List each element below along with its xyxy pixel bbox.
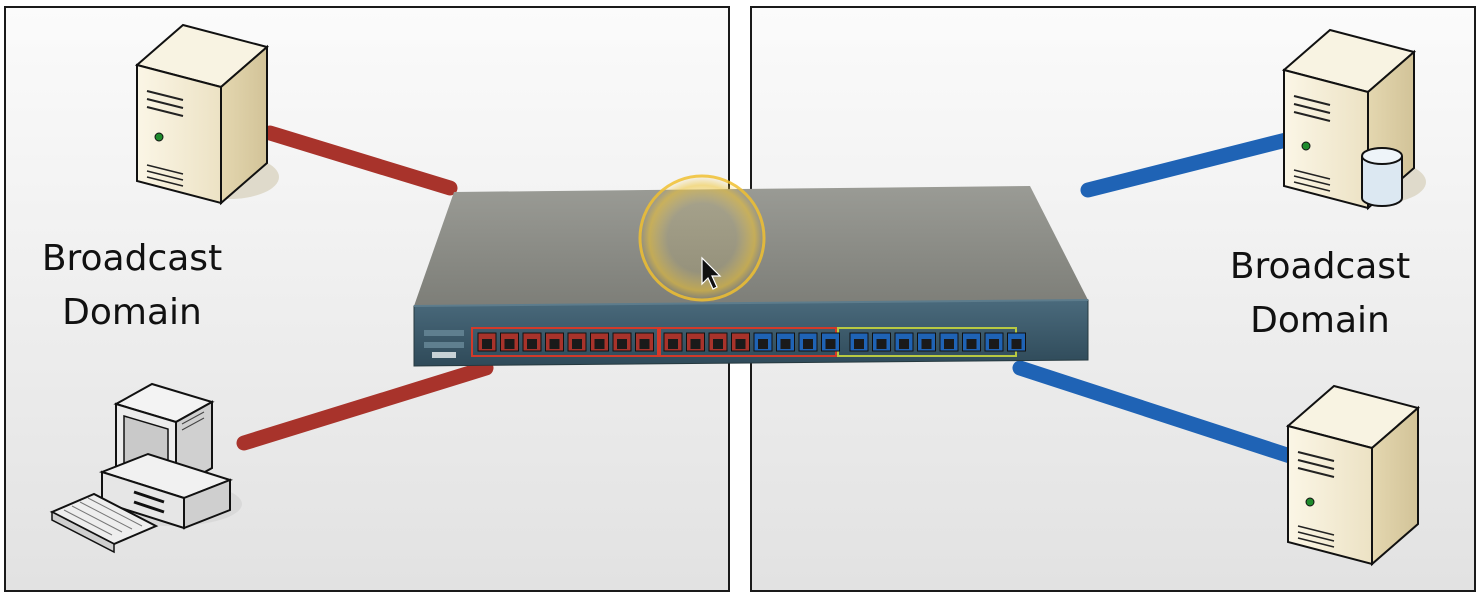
desktop-computer-icon <box>49 382 242 554</box>
switch-port-socket <box>803 339 813 349</box>
left-vlan-cables <box>236 125 494 451</box>
switch-port-socket <box>921 339 932 349</box>
switch-port-socket <box>876 339 887 349</box>
switch-port-socket <box>758 339 768 349</box>
database-server-icon <box>1281 28 1426 211</box>
switch-port-socket <box>549 339 560 349</box>
cable-desktop-computer <box>236 360 494 451</box>
switch-port-socket <box>639 339 650 349</box>
database-cylinder-icon <box>1361 147 1403 207</box>
switch-status-leds <box>424 330 464 358</box>
switch-port-socket <box>854 339 864 349</box>
right-broadcast-domain-label: Broadcast Domain <box>1220 240 1420 348</box>
left-broadcast-domain-label: Broadcast Domain <box>32 232 232 340</box>
right-label-line1: Broadcast <box>1229 246 1411 287</box>
switch-port-socket <box>482 339 492 349</box>
switch-port-socket <box>966 339 977 349</box>
server-icon <box>1285 384 1421 567</box>
switch-port-socket <box>690 339 701 349</box>
right-vlan-cables <box>1012 132 1298 464</box>
cable-database-server <box>1080 132 1294 198</box>
server-icon <box>134 23 279 206</box>
switch-port-socket <box>899 339 909 349</box>
left-label-line1: Broadcast <box>41 238 223 279</box>
switch-port-socket <box>572 339 582 349</box>
switch-port-socket <box>527 339 537 349</box>
switch-port-socket <box>668 339 678 349</box>
cable-bottom-right-server <box>1012 360 1298 464</box>
switch-port-socket <box>735 339 746 349</box>
switch-port-socket <box>989 339 999 349</box>
switch-port-socket <box>713 339 723 349</box>
switch-port-socket <box>944 339 954 349</box>
cursor-highlight <box>638 174 766 302</box>
switch-ports <box>477 332 1026 352</box>
switch-port-socket <box>825 339 836 349</box>
left-label-line2: Domain <box>62 292 202 333</box>
switch-port-socket <box>504 339 515 349</box>
switch-port-socket <box>617 339 627 349</box>
cable-top-left-server <box>262 125 458 196</box>
switch-port-socket <box>594 339 605 349</box>
switch-port-socket <box>1011 339 1022 349</box>
right-label-line2: Domain <box>1250 300 1390 341</box>
switch-port-socket <box>780 339 791 349</box>
mouse-pointer-icon <box>701 256 722 290</box>
